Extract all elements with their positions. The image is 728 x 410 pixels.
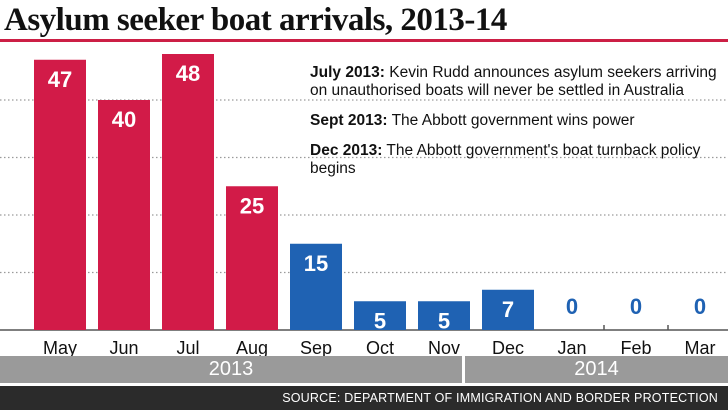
year-band-2013: 2013 [0, 356, 462, 383]
bar-chart: 47 May 40 Jun 48 Jul 25 Aug 15 Sep 5 Oct 5 Nov 7 Dec 0 Ja… [0, 54, 728, 356]
tick-label-feb: Feb [620, 338, 651, 356]
bar-aug [226, 186, 278, 330]
tick-label-oct: Oct [366, 338, 394, 356]
tick-label-sep: Sep [300, 338, 332, 356]
year-band-2014: 2014 [465, 356, 728, 383]
note-text: The Abbott government's boat turnback po… [310, 142, 701, 177]
value-label-oct: 5 [374, 308, 386, 333]
value-label-feb: 0 [630, 294, 642, 319]
tick-label-may: May [43, 338, 77, 356]
bar-dec [482, 289, 534, 330]
note-date: Sept 2013: [310, 112, 388, 129]
source-credit: SOURCE: DEPARTMENT OF IMMIGRATION AND BO… [0, 386, 728, 410]
value-label-may: 47 [48, 67, 72, 92]
note-text: Kevin Rudd announces asylum seekers arri… [310, 64, 717, 99]
chart-title: Asylum seeker boat arrivals, 2013-14 [4, 2, 507, 38]
bar-nov [418, 301, 470, 330]
value-label-mar: 0 [694, 294, 706, 319]
note-dec-2013: Dec 2013: The Abbott government's boat t… [310, 142, 720, 178]
note-sept-2013: Sept 2013: The Abbott government wins po… [310, 112, 720, 130]
value-label-jul: 48 [176, 61, 200, 86]
annotations: July 2013: Kevin Rudd announces asylum s… [310, 64, 720, 190]
note-text: The Abbott government wins power [387, 112, 635, 129]
title-rule [0, 39, 728, 42]
tick-label-dec: Dec [492, 338, 524, 356]
value-label-dec: 7 [502, 297, 514, 322]
tick-label-jan: Jan [557, 338, 586, 356]
note-july-2013: July 2013: Kevin Rudd announces asylum s… [310, 64, 720, 100]
note-date: Dec 2013: [310, 142, 383, 159]
value-label-jan: 0 [566, 294, 578, 319]
bar-may [34, 59, 86, 330]
bar-sep [290, 243, 342, 330]
bar-jul [162, 54, 214, 330]
bar-jun [98, 100, 150, 330]
tick-label-jun: Jun [109, 338, 138, 356]
tick-label-jul: Jul [176, 338, 199, 356]
value-label-aug: 25 [240, 193, 264, 218]
value-label-nov: 5 [438, 308, 450, 333]
value-label-jun: 40 [112, 107, 136, 132]
tick-label-aug: Aug [236, 338, 268, 356]
tick-label-nov: Nov [428, 338, 460, 356]
note-date: July 2013: [310, 64, 385, 81]
value-label-sep: 15 [304, 251, 328, 276]
bar-oct [354, 301, 406, 330]
tick-label-mar: Mar [685, 338, 716, 356]
